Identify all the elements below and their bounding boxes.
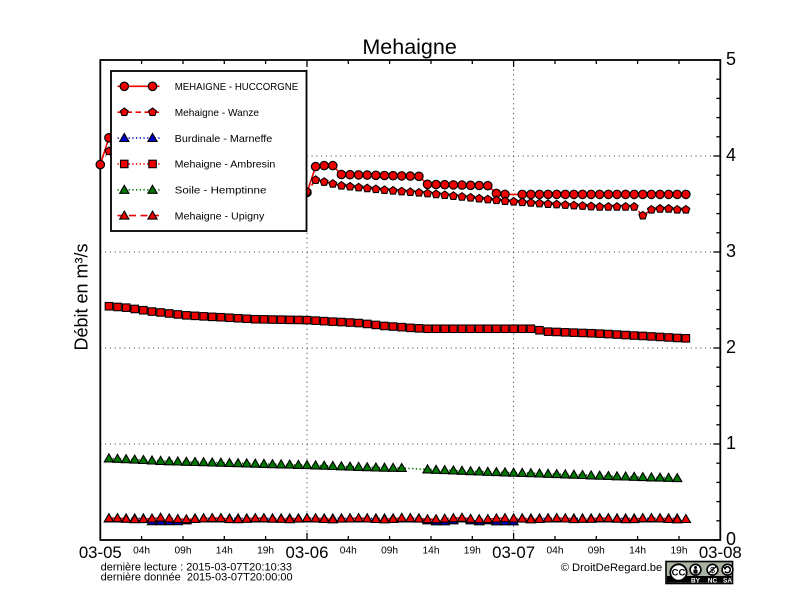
svg-text:Mehaigne - Ambresin: Mehaigne - Ambresin — [175, 160, 276, 171]
svg-text:14h: 14h — [216, 546, 233, 557]
svg-text:NC: NC — [708, 578, 718, 585]
svg-text:09h: 09h — [381, 546, 398, 557]
svg-text:09h: 09h — [175, 546, 192, 557]
svg-text:19h: 19h — [257, 546, 274, 557]
svg-text:14h: 14h — [629, 546, 646, 557]
svg-text:0: 0 — [726, 529, 736, 549]
svg-text:03-06: 03-06 — [286, 543, 329, 562]
svg-text:04h: 04h — [340, 546, 357, 557]
svg-text:4: 4 — [726, 145, 736, 165]
svg-text:Mehaigne - Wanze: Mehaigne - Wanze — [175, 108, 260, 119]
svg-text:Soile - Hemptinne: Soile - Hemptinne — [175, 186, 267, 197]
svg-text:CC: CC — [672, 568, 686, 579]
svg-text:03-05: 03-05 — [79, 543, 122, 562]
svg-text:Mehaigne - Upigny: Mehaigne - Upigny — [175, 211, 265, 222]
svg-text:Mehaigne: Mehaigne — [362, 35, 456, 59]
svg-text:Débit en m³/s: Débit en m³/s — [72, 243, 92, 350]
svg-text:04h: 04h — [547, 546, 564, 557]
svg-text:1: 1 — [726, 433, 736, 453]
svg-text:19h: 19h — [464, 546, 481, 557]
svg-text:SA: SA — [723, 578, 732, 585]
svg-text:BY: BY — [691, 578, 701, 585]
svg-text:dernière donnée 2015-03-07T20: dernière donnée 2015-03-07T20:00:00 — [101, 572, 293, 584]
svg-text:14h: 14h — [423, 546, 440, 557]
svg-text:3: 3 — [726, 241, 736, 261]
svg-text:MEHAIGNE - HUCCORGNE: MEHAIGNE - HUCCORGNE — [175, 82, 299, 93]
svg-text:03-08: 03-08 — [699, 543, 742, 562]
svg-text:03-07: 03-07 — [492, 543, 535, 562]
svg-text:09h: 09h — [588, 546, 605, 557]
svg-text:dernière lecture : 2015-03-07T: dernière lecture : 2015-03-07T20:10:33 — [101, 562, 292, 574]
svg-text:19h: 19h — [671, 546, 688, 557]
svg-text:© DroitDeRegard.be: © DroitDeRegard.be — [561, 562, 663, 574]
svg-text:Burdinale - Marneffe: Burdinale - Marneffe — [175, 134, 273, 145]
svg-text:2: 2 — [726, 337, 736, 357]
svg-text:5: 5 — [726, 49, 736, 69]
svg-text:04h: 04h — [133, 546, 150, 557]
